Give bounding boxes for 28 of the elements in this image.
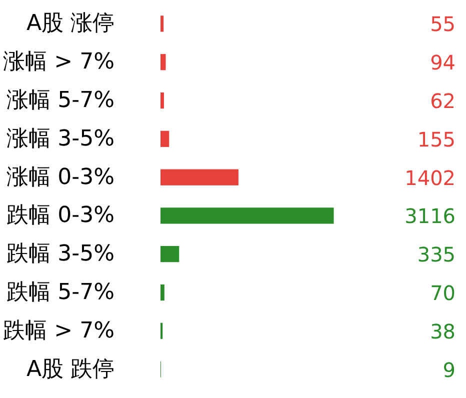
y-tick-label: A股 涨停 bbox=[26, 11, 115, 36]
bar bbox=[160, 246, 180, 262]
data-label: 9 bbox=[442, 358, 456, 382]
bar bbox=[160, 92, 164, 109]
data-label: 155 bbox=[417, 127, 456, 152]
bar bbox=[160, 208, 334, 224]
y-tick-label: 跌幅 0-3% bbox=[6, 203, 115, 228]
data-label: 1402 bbox=[404, 166, 456, 190]
data-label: 38 bbox=[430, 319, 456, 344]
data-label: 94 bbox=[430, 50, 456, 75]
bar bbox=[160, 284, 164, 301]
bar bbox=[160, 169, 238, 186]
data-label: 55 bbox=[430, 12, 456, 36]
y-tick-label: A股 跌停 bbox=[26, 356, 115, 382]
data-label: 335 bbox=[417, 242, 456, 267]
y-tick-label: 涨幅 > 7% bbox=[3, 50, 115, 75]
bar bbox=[160, 54, 166, 70]
y-tick-label: 涨幅 3-5% bbox=[6, 126, 115, 152]
y-tick-label: 跌幅 5-7% bbox=[6, 280, 115, 305]
data-label: 62 bbox=[430, 89, 456, 113]
y-tick-label: 跌幅 > 7% bbox=[3, 318, 115, 344]
bar bbox=[160, 130, 170, 147]
y-tick-label: 涨幅 5-7% bbox=[6, 88, 115, 113]
y-tick-label: 跌幅 3-5% bbox=[6, 242, 115, 267]
data-label: 3116 bbox=[404, 204, 456, 228]
data-label: 70 bbox=[430, 281, 456, 305]
y-tick-label: 涨幅 0-3% bbox=[6, 164, 115, 190]
bar bbox=[160, 16, 164, 32]
